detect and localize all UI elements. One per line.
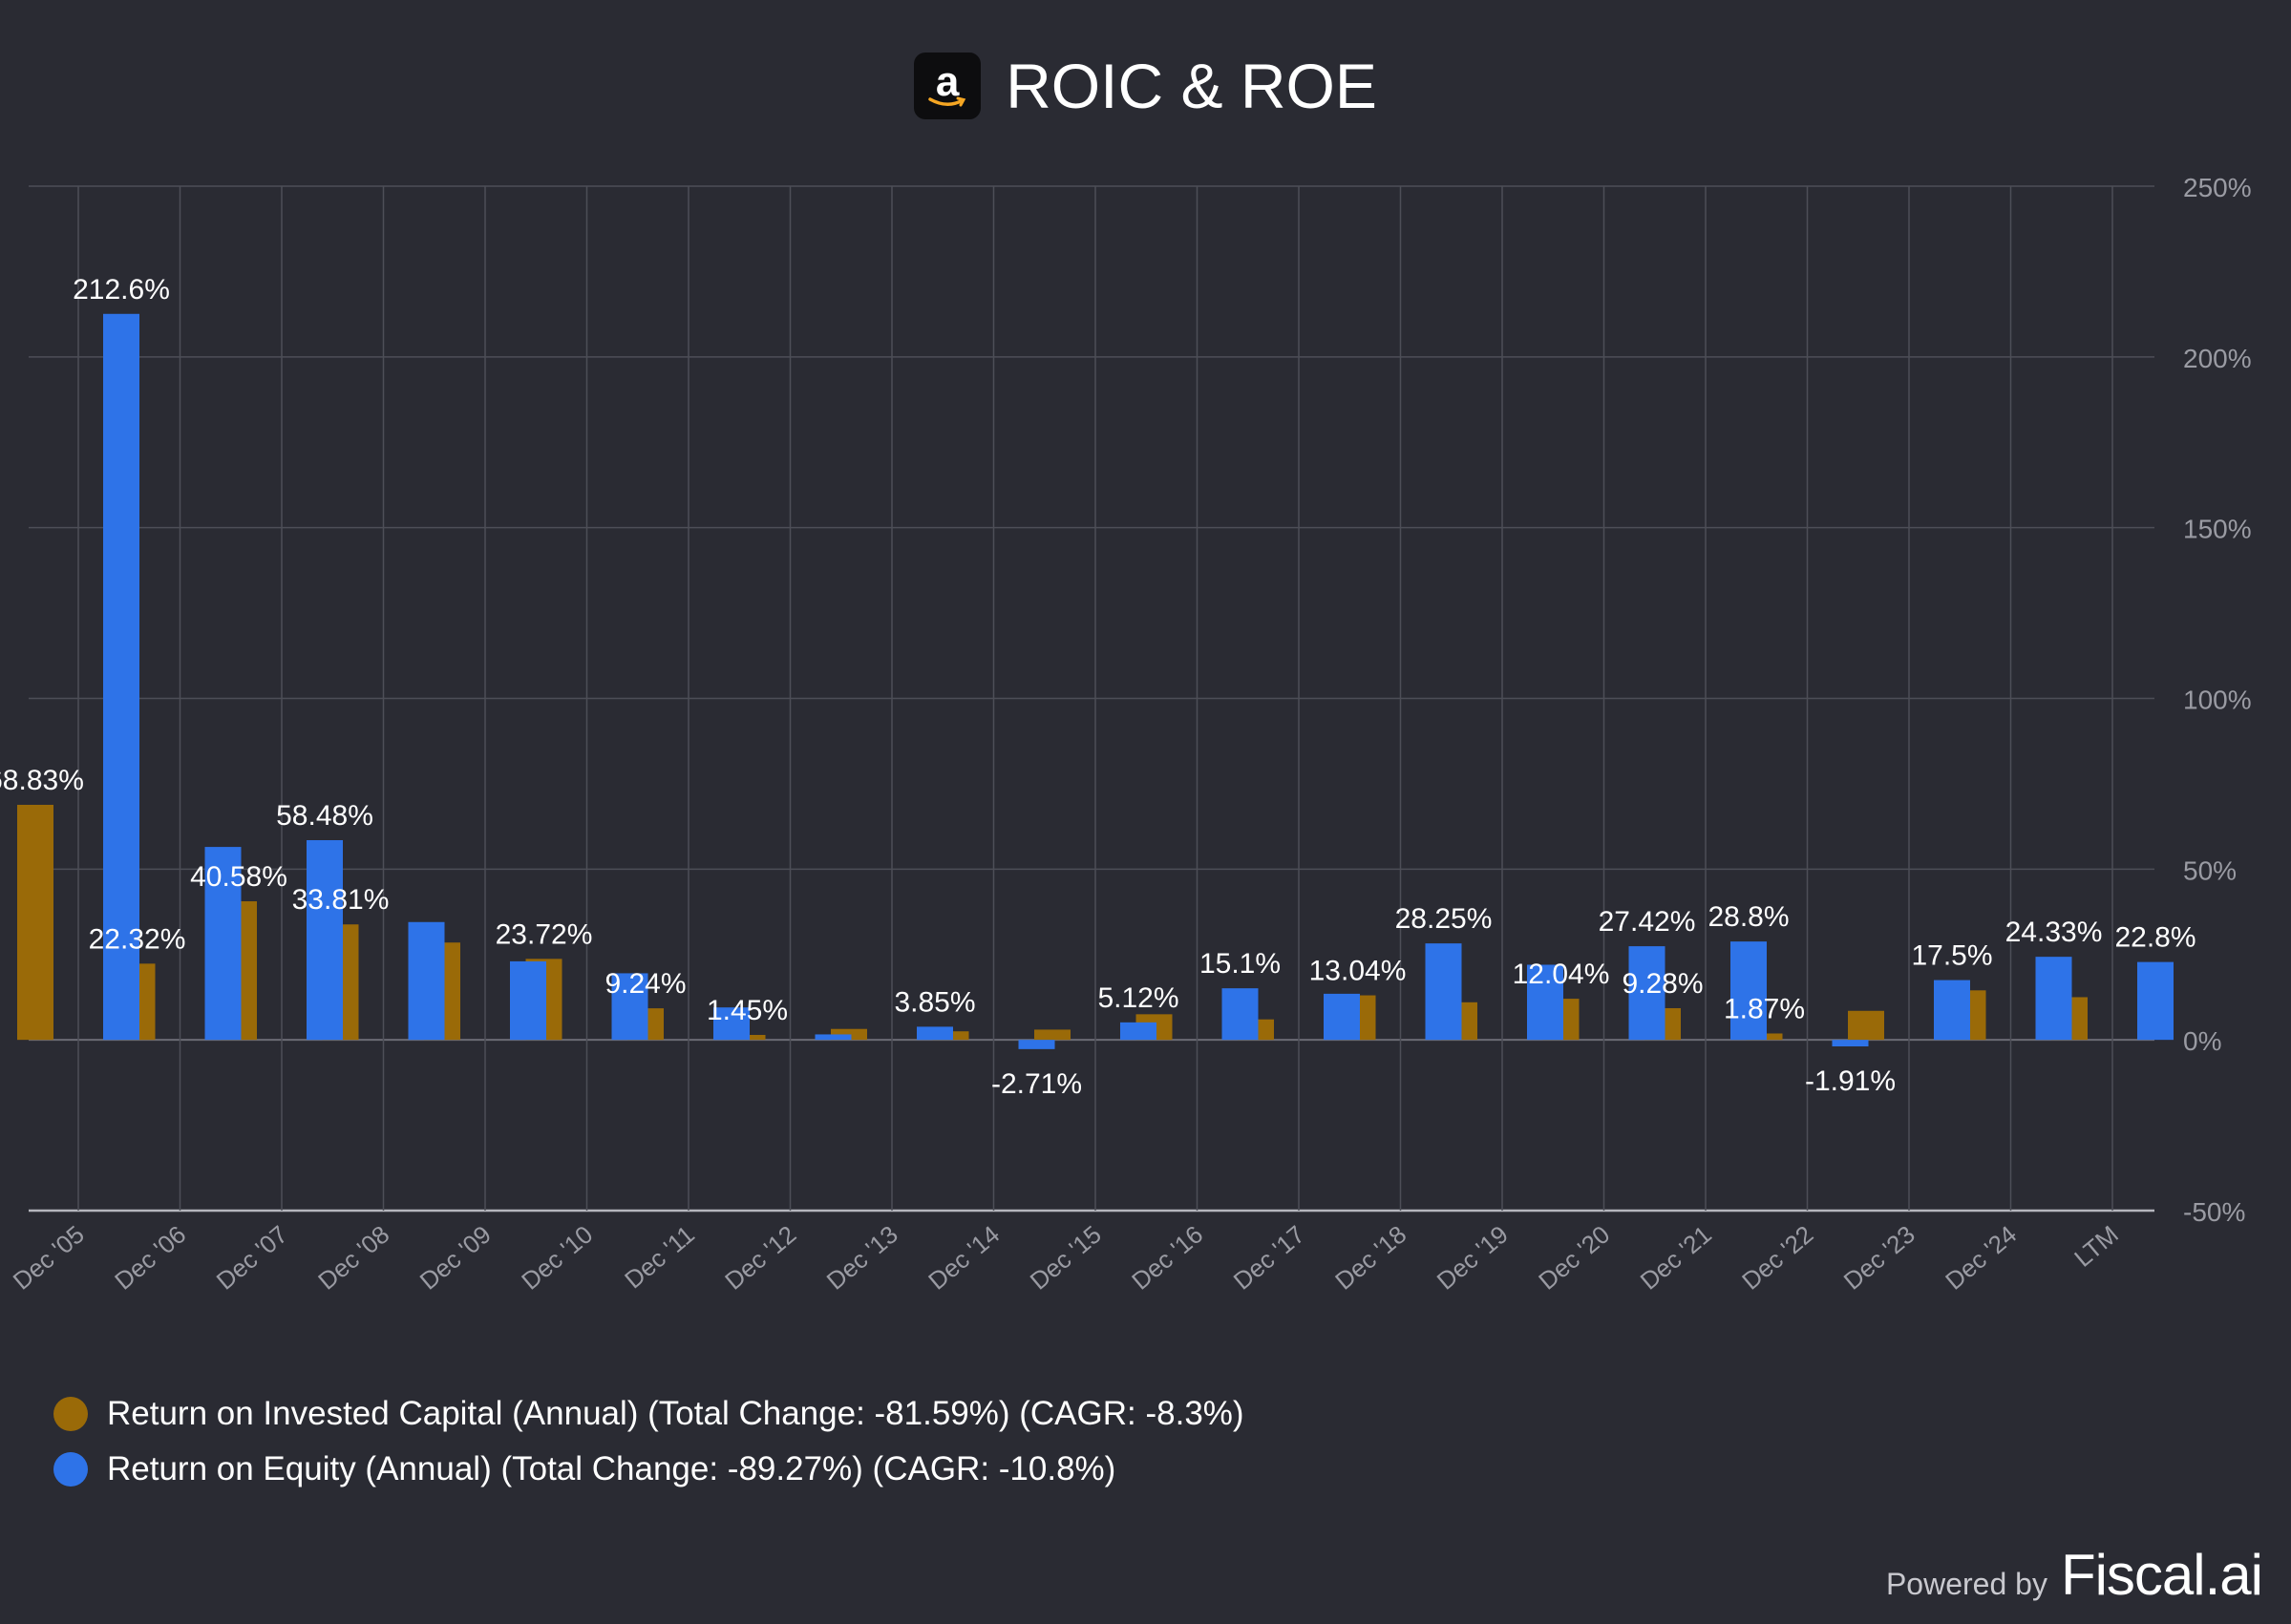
data-label: 22.8% (2114, 922, 2196, 954)
x-tick-label: Dec '23 (1838, 1220, 1920, 1296)
legend-item-roe[interactable]: Return on Equity (Annual) (Total Change:… (53, 1442, 1244, 1497)
roic-bar-0 (17, 804, 53, 1041)
amazon-logo-icon: a (914, 53, 982, 119)
roe-bar-12 (1324, 993, 1360, 1041)
x-tick-label: Dec '08 (312, 1220, 394, 1296)
x-tick-label: Dec '12 (719, 1220, 801, 1296)
y-tick-label: -50% (2183, 1197, 2245, 1227)
chart-header: a ROIC & ROE (0, 38, 2291, 134)
x-tick-label: Dec '24 (1940, 1220, 2022, 1296)
x-tick-label: Dec '19 (1432, 1220, 1514, 1296)
data-label: 3.85% (894, 986, 975, 1018)
data-label: 9.28% (1622, 968, 1703, 1000)
x-tick-label: Dec '10 (516, 1220, 598, 1296)
x-tick-label: Dec '09 (414, 1220, 497, 1296)
data-label: 13.04% (1309, 956, 1407, 987)
x-tick-label: Dec '17 (1228, 1220, 1310, 1296)
roe-bar-8 (917, 1026, 953, 1041)
x-tick-label: Dec '22 (1736, 1220, 1818, 1296)
x-tick-label: Dec '07 (211, 1220, 293, 1296)
roe-bar-1 (204, 847, 242, 1041)
data-label: -1.91% (1805, 1065, 1896, 1097)
data-label: 15.1% (1199, 948, 1281, 980)
y-tick-label: 0% (2183, 1026, 2221, 1056)
y-tick-label: 100% (2183, 685, 2252, 715)
data-label: 28.25% (1395, 903, 1493, 935)
chart-title: ROIC & ROE (1006, 51, 1377, 121)
data-label: 23.72% (496, 918, 593, 950)
data-label: 33.81% (292, 884, 390, 916)
data-label: 9.24% (605, 968, 686, 1000)
smile-arrow-icon (928, 96, 966, 107)
x-tick-label: Dec '11 (619, 1220, 700, 1295)
y-tick-label: 150% (2183, 515, 2252, 544)
roe-bar-10 (1120, 1022, 1156, 1041)
roe-bar-4 (510, 960, 546, 1041)
data-label: 58.48% (276, 800, 373, 832)
data-label: 27.42% (1599, 906, 1696, 938)
roe-bar-0 (103, 313, 139, 1041)
roe-bar-16 (1730, 941, 1767, 1041)
x-tick-label: Dec '21 (1635, 1220, 1717, 1296)
legend-label-roe: Return on Equity (Annual) (Total Change:… (107, 1450, 1116, 1487)
roe-bar-17 (1832, 1040, 1869, 1046)
roe-bar-13 (1425, 943, 1462, 1041)
x-tick-label: Dec '06 (109, 1220, 191, 1296)
roe-bar-9 (1018, 1040, 1055, 1049)
legend-label-roic: Return on Invested Capital (Annual) (Tot… (107, 1395, 1244, 1432)
data-label: 68.83% (0, 765, 84, 796)
roe-bar-11 (1221, 988, 1259, 1041)
data-label: 12.04% (1513, 959, 1610, 990)
x-tick-label: LTM (2068, 1220, 2124, 1273)
legend-swatch-roic (53, 1397, 88, 1431)
roe-bar-6 (713, 1007, 750, 1041)
x-tick-label: Dec '14 (923, 1220, 1005, 1296)
roe-bar-7 (815, 1034, 852, 1041)
data-label: 212.6% (73, 274, 170, 306)
roe-bar-3 (408, 921, 445, 1041)
legend-item-roic[interactable]: Return on Invested Capital (Annual) (Tot… (53, 1386, 1244, 1442)
x-tick-label: Dec '20 (1533, 1220, 1615, 1296)
data-label: 5.12% (1097, 982, 1178, 1014)
roic-bar-10 (1034, 1029, 1071, 1041)
roe-bar-19 (2035, 957, 2072, 1041)
data-label: 17.5% (1911, 940, 1992, 972)
roe-bar-15 (1628, 946, 1665, 1041)
footer-branding: Powered by Fiscal.ai (1885, 1542, 2263, 1608)
y-tick-label: 250% (2183, 173, 2252, 202)
data-label: 24.33% (2005, 917, 2103, 948)
roe-bar-18 (1934, 980, 1970, 1041)
data-label: 40.58% (190, 861, 287, 893)
legend-swatch-roe (53, 1452, 88, 1487)
data-label: -2.71% (991, 1068, 1082, 1100)
x-tick-label: Dec '15 (1025, 1220, 1107, 1296)
chart-legend: Return on Invested Capital (Annual) (Tot… (53, 1386, 1244, 1497)
brand-logo-text[interactable]: Fiscal.ai (2060, 1543, 2263, 1607)
roe-bar-14 (1527, 964, 1563, 1041)
x-tick-label: Dec '05 (8, 1220, 90, 1296)
powered-by-text: Powered by (1885, 1567, 2047, 1601)
data-label: 1.87% (1724, 993, 1805, 1024)
roe-bar-2 (307, 840, 343, 1041)
roic-bar-18 (1848, 1010, 1884, 1041)
data-label: 1.45% (707, 995, 788, 1026)
data-label: 22.32% (89, 923, 186, 955)
data-label: 28.8% (1708, 901, 1789, 933)
y-tick-label: 50% (2183, 855, 2237, 885)
y-tick-label: 200% (2183, 344, 2252, 373)
x-tick-label: Dec '18 (1329, 1220, 1411, 1296)
roe-bar-5 (611, 973, 648, 1041)
x-tick-label: Dec '16 (1126, 1220, 1208, 1296)
roe-bar-20 (2137, 961, 2174, 1041)
x-tick-label: Dec '13 (821, 1220, 903, 1296)
bar-chart: 250% 200% 150% 100% 50% 0% -50% 68.83% 212.6% 22.… (0, 173, 2252, 1296)
